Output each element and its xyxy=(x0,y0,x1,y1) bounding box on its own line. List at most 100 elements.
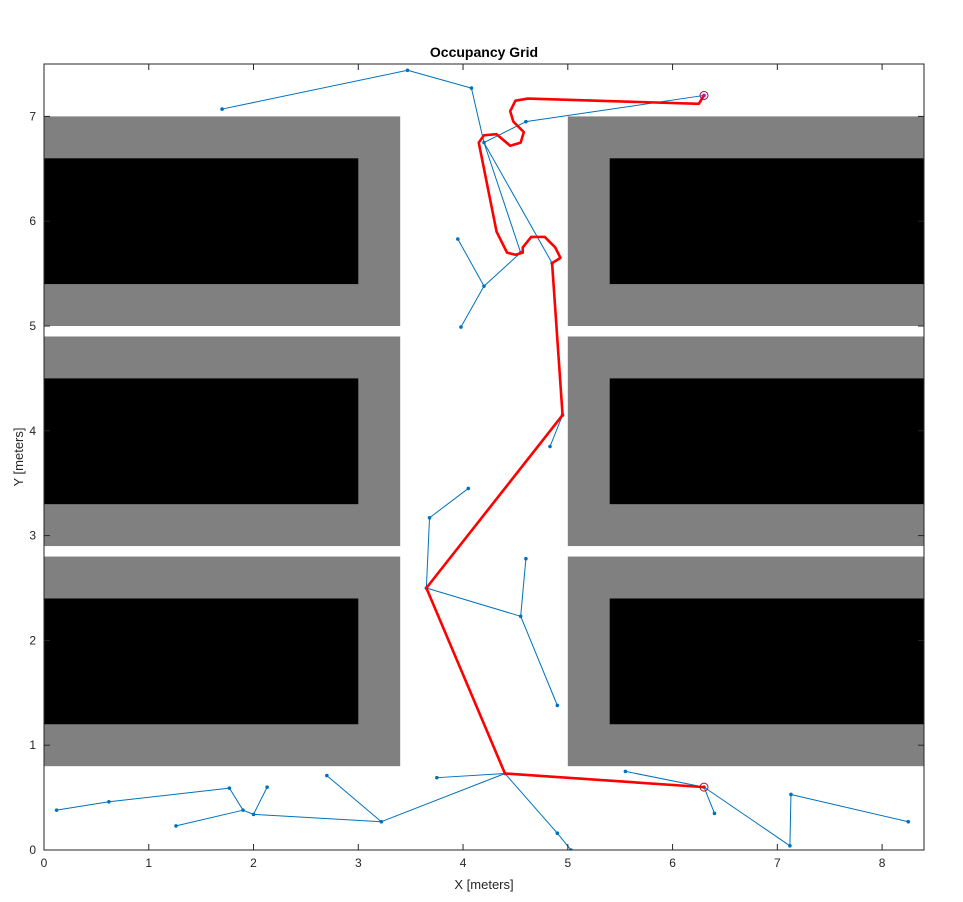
tree-node xyxy=(555,703,560,708)
occupancy-map xyxy=(44,116,924,767)
x-tick-label: 7 xyxy=(774,856,781,870)
tree-edge xyxy=(108,787,230,803)
tree-edge xyxy=(790,793,909,823)
tree-edge xyxy=(520,558,527,617)
y-tick-label: 0 xyxy=(29,843,36,857)
tree-node xyxy=(788,844,792,848)
tree-node xyxy=(482,140,486,145)
goal-dot xyxy=(702,93,706,98)
x-axis-label: X [meters] xyxy=(454,877,513,892)
tree-edge xyxy=(483,121,527,144)
tree-node xyxy=(548,444,552,449)
x-tick-label: 4 xyxy=(460,856,467,870)
tree-edge xyxy=(556,832,572,850)
y-tick-label: 6 xyxy=(29,214,36,228)
obstacle-6 xyxy=(609,598,924,725)
tree-node xyxy=(379,819,384,824)
tree-edge xyxy=(175,809,244,827)
x-tick-label: 8 xyxy=(879,856,886,870)
tree-edge xyxy=(242,809,254,815)
obstacle-5 xyxy=(609,378,924,505)
y-axis: 0 1 2 3 4 5 6 7 xyxy=(29,109,924,857)
tree-edge xyxy=(703,786,791,847)
tree-node xyxy=(712,811,717,816)
tree-node xyxy=(220,107,224,111)
tree-edge xyxy=(436,772,505,779)
tree-node xyxy=(469,86,474,90)
tree-node xyxy=(456,237,460,241)
tree-edge xyxy=(426,587,521,617)
tree-node xyxy=(174,824,178,828)
tree-edge xyxy=(425,517,431,589)
tree-node xyxy=(107,799,111,804)
start-marker xyxy=(699,782,709,792)
x-tick-label: 0 xyxy=(41,856,48,870)
tree-edge xyxy=(460,285,485,328)
tree-edge xyxy=(483,142,522,253)
tree-edge xyxy=(525,94,705,123)
tree-edge xyxy=(457,238,485,287)
tree-node xyxy=(459,325,463,329)
x-tick-label: 1 xyxy=(145,856,152,870)
tree-edge xyxy=(483,252,522,287)
tree-node xyxy=(623,769,628,774)
tree-node xyxy=(906,819,911,824)
tree-edge xyxy=(549,414,564,447)
tree-edge xyxy=(229,787,244,811)
tree-node xyxy=(241,808,245,812)
planned-path xyxy=(425,94,706,789)
tree-node xyxy=(524,556,528,561)
obstacle-1 xyxy=(44,158,359,285)
x-tick-label: 5 xyxy=(564,856,571,870)
tree-node xyxy=(325,773,329,778)
tree-edge xyxy=(407,69,472,89)
tree-edge xyxy=(429,488,469,519)
tree-edge xyxy=(520,616,558,706)
tree-node xyxy=(227,786,232,790)
y-tick-label: 1 xyxy=(29,738,36,752)
tree-edge xyxy=(221,69,408,110)
tree-edge xyxy=(625,770,705,788)
tree-node xyxy=(405,68,410,73)
tree-node xyxy=(435,775,439,780)
tree-edge xyxy=(504,773,558,834)
start-goal-markers xyxy=(699,90,709,792)
tree-edge xyxy=(326,775,382,823)
tree-node xyxy=(54,808,59,812)
tree-edge xyxy=(253,786,268,815)
obstacle-3 xyxy=(44,598,359,725)
obstacle-4 xyxy=(609,158,924,285)
tree-node xyxy=(789,792,793,797)
tree-edge xyxy=(381,773,506,823)
tree-edge xyxy=(483,142,553,264)
tree-node xyxy=(524,119,528,124)
y-tick-label: 3 xyxy=(29,529,36,543)
tree-node xyxy=(427,515,432,520)
goal-marker xyxy=(699,90,709,100)
tree-edge xyxy=(56,801,110,811)
x-tick-label: 3 xyxy=(355,856,362,870)
tree-edge xyxy=(789,794,792,846)
axes-box xyxy=(43,63,925,851)
x-tick-label: 6 xyxy=(669,856,676,870)
tree-node xyxy=(518,614,523,619)
y-tick-label: 7 xyxy=(29,109,36,123)
tree-edge xyxy=(470,87,485,143)
x-tick-label: 2 xyxy=(250,856,257,870)
tree-node xyxy=(251,812,256,817)
x-axis: 0 1 2 3 4 5 6 7 8 xyxy=(41,64,886,870)
chart-title: Occupancy Grid xyxy=(430,44,538,60)
y-tick-label: 5 xyxy=(29,319,36,333)
tree-node xyxy=(482,284,486,288)
tree-edge xyxy=(703,786,715,814)
tree-node xyxy=(265,785,269,789)
tree-node xyxy=(466,486,471,491)
y-axis-label: Y [meters] xyxy=(11,427,26,486)
tree-edge xyxy=(253,813,382,823)
obstacle-2 xyxy=(44,378,359,505)
y-tick-label: 2 xyxy=(29,633,36,647)
path-line xyxy=(425,94,706,789)
tree-node xyxy=(555,831,560,836)
